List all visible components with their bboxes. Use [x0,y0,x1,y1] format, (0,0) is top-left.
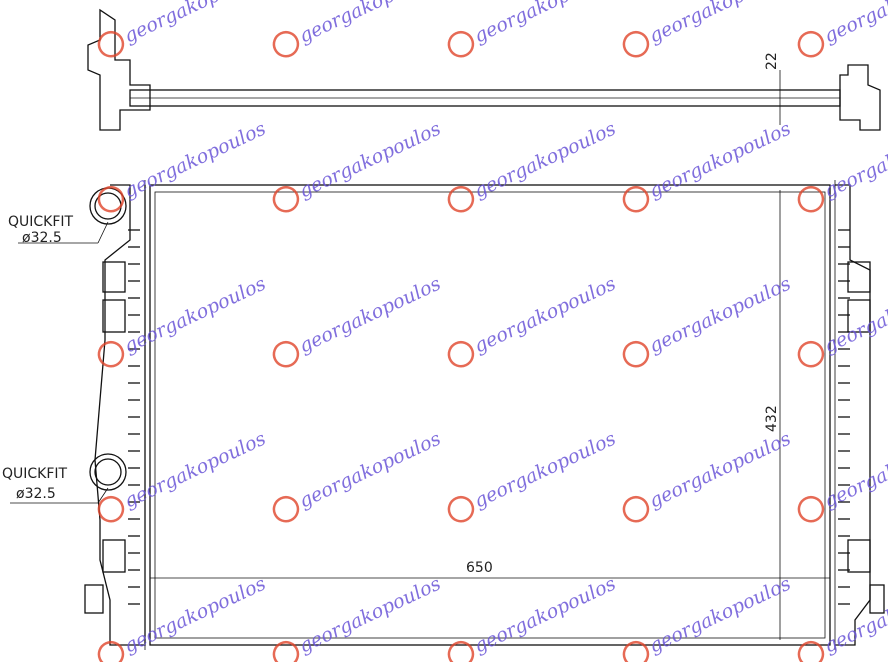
watermark-logo-icon [97,30,125,58]
watermark-logo-icon [97,185,125,213]
watermark-logo-icon [272,640,300,662]
watermark-text: georgakopoulos [296,428,445,513]
watermark: georgakopoulos [272,573,444,662]
watermark: georgakopoulos [447,118,620,213]
watermark-logo-icon [797,30,825,58]
watermark-logo-icon [97,340,125,368]
watermark-text: georgakopoulos [821,273,888,358]
watermark: georgakopoulos [622,0,795,58]
watermark: georgakopoulos [97,573,269,662]
watermark: georgakopoulos [272,428,445,523]
watermark-text: georgakopoulos [296,118,445,203]
watermark-logo-icon [447,640,475,662]
dimension-432: 432 [764,405,780,432]
watermark: georgakopoulos [447,573,619,662]
watermark-logo-icon [622,640,650,662]
watermark-logo-icon [797,640,825,662]
watermark-text: georgakopoulos [296,273,445,358]
watermark: georgakopoulos [97,273,270,368]
watermark-logo-icon [272,495,300,523]
watermark-text: georgakopoulos [646,273,795,358]
watermark-logo-icon [447,185,475,213]
watermark-text: georgakopoulos [821,0,888,47]
watermark-logo-icon [797,495,825,523]
watermark: georgakopoulos [97,428,270,523]
watermark: georgakopoulos [797,0,888,58]
watermark-text: georgakopoulos [821,428,888,513]
watermark-logo-icon [447,495,475,523]
watermark-logo-icon [272,30,300,58]
watermark: georgakopoulos [622,273,795,368]
watermark-logo-icon [97,495,125,523]
watermark: georgakopoulos [272,273,445,368]
watermark-text: georgakopoulos [121,0,270,47]
callout-quickfit-bottom-label: QUICKFIT [2,466,68,482]
watermark-text: georgakopoulos [121,428,270,513]
watermark-text: georgakopoulos [296,0,445,47]
watermark: georgakopoulos [272,118,445,213]
watermark: georgakopoulos [97,118,270,213]
watermark-logo-icon [622,30,650,58]
watermark-logo-icon [622,185,650,213]
dimension-lines [10,190,830,640]
watermark: georgakopoulos [797,428,888,523]
dimension-22: 22 [764,52,780,70]
watermark: georgakopoulos [622,118,795,213]
watermark: georgakopoulos [272,0,445,58]
watermark: georgakopoulos [797,273,888,368]
watermark-text: georgakopoulos [471,428,620,513]
callout-quickfit-top-label: QUICKFIT [8,214,74,230]
watermark-logo-icon [447,340,475,368]
watermark-logo-icon [797,340,825,368]
watermark: georgakopoulos [622,573,794,662]
watermark-logo-icon [272,185,300,213]
dimension-650: 650 [466,560,493,576]
watermark: georgakopoulos [97,0,270,58]
watermark-text: georgakopoulos [471,273,620,358]
watermark-logo-icon [97,640,125,662]
watermark: georgakopoulos [447,0,620,58]
watermark-logo-icon [622,495,650,523]
watermark-logo-icon [797,185,825,213]
watermark: georgakopoulos [447,273,620,368]
callout-quickfit-bottom-size: ø32.5 [16,486,56,502]
watermark: georgakopoulos [622,428,795,523]
watermark-text: georgakopoulos [471,118,620,203]
top-view [87,8,881,131]
watermark-text: georgakopoulos [471,0,620,47]
watermark: georgakopoulos [447,428,620,523]
watermark-logo-icon [622,340,650,368]
tank-ribs [128,229,850,605]
watermark-text: georgakopoulos [121,118,270,203]
watermark-text: georgakopoulos [646,0,795,47]
watermark-logo-icon [272,340,300,368]
watermark-text: georgakopoulos [646,118,795,203]
watermark-text: georgakopoulos [121,273,270,358]
watermark: georgakopoulos [797,118,888,213]
watermark-text: georgakopoulos [646,428,795,513]
watermark-logo-icon [447,30,475,58]
callout-quickfit-top-size: ø32.5 [22,230,62,246]
